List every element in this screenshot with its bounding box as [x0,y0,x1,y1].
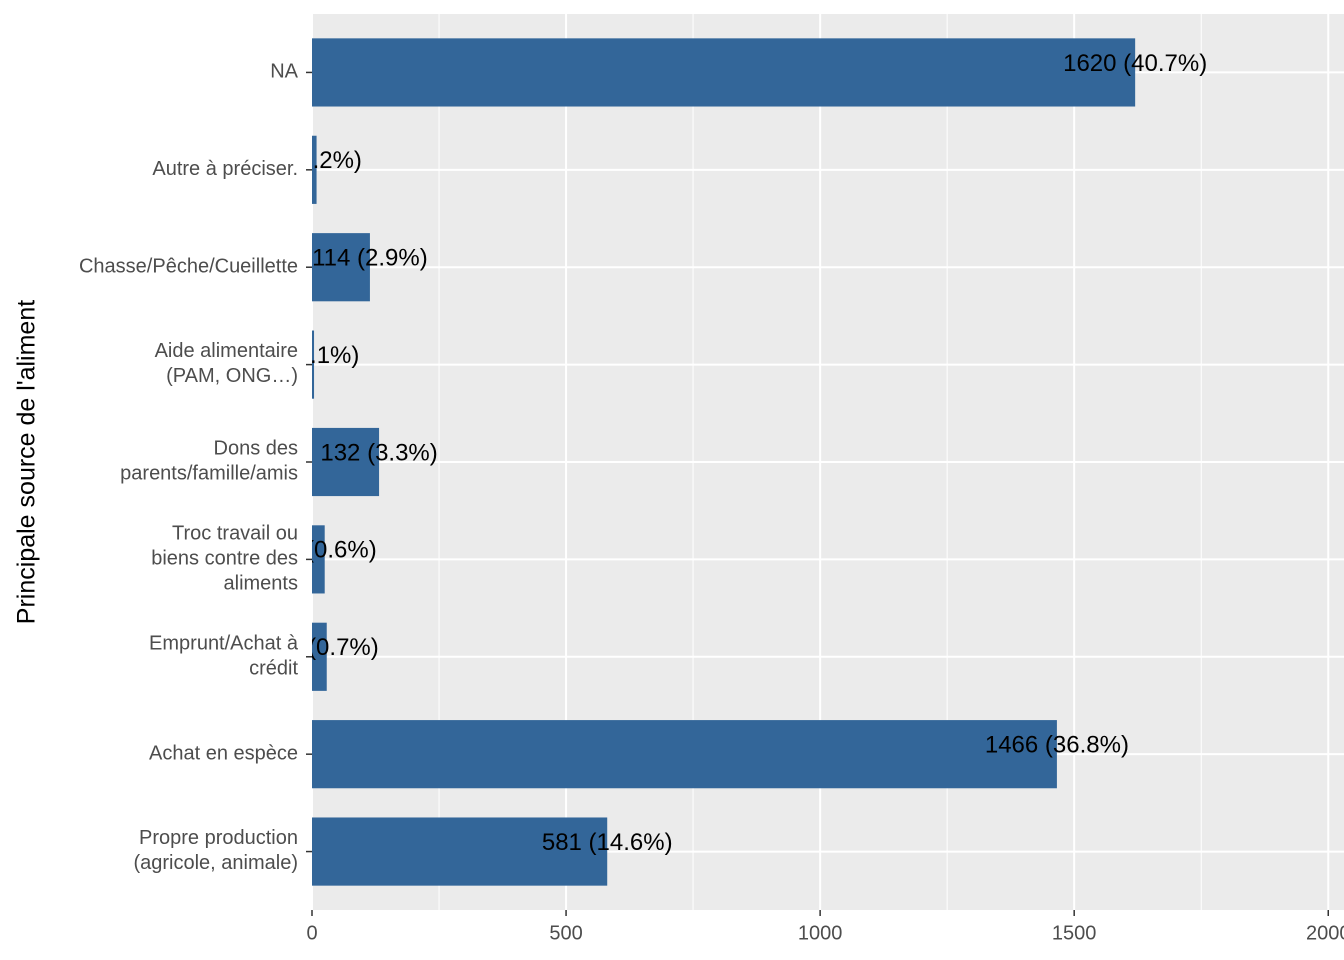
y-tick-label: NA [270,61,298,83]
x-tick-label: 0 [306,922,317,944]
bar [312,135,317,204]
value-label: 29 (0.7%) [275,634,379,661]
value-label: 25 (0.6%) [273,537,377,564]
y-axis-title: Principale source de l'aliment [13,300,41,624]
value-label: 581 (14.6%) [542,829,673,856]
y-tick-label: Propre production (agricole, animale) [133,827,298,874]
y-tick-label: Aide alimentaire (PAM, ONG…) [155,340,298,387]
y-tick-label: Chasse/Pêche/Cueillette [79,255,298,277]
bar [312,622,327,691]
bar [312,330,315,399]
value-label: 1466 (36.8%) [985,732,1129,759]
y-tick-label: Achat en espèce [149,742,298,764]
value-label: 4 (0.1%) [269,342,360,369]
x-tick-label: 1500 [1052,922,1097,944]
x-tick-label: 500 [549,922,582,944]
value-label: 132 (3.3%) [320,439,437,466]
y-tick-label: Emprunt/Achat à crédit [149,633,299,680]
bar [312,38,1136,107]
y-tick-label: Autre à préciser. [152,158,298,180]
plot-area: 1620 (40.7%) 9 (0.2%) 114 (2.9%) 4 (0.1%) 13… [269,38,1207,886]
bar [312,427,380,497]
x-tick-label: 2000 [1306,922,1344,944]
bar [312,233,370,302]
bar [312,720,1057,789]
value-label: 1620 (40.7%) [1063,50,1207,77]
bar [312,817,608,886]
bar [312,525,325,594]
y-tick-label: Troc travail ou biens contre des aliments [151,523,298,595]
value-label: 9 (0.2%) [271,147,362,174]
value-label: 114 (2.9%) [312,245,428,272]
x-tick-label: 1000 [798,922,843,944]
y-tick-label: Dons des parents/famille/amis [120,438,298,485]
